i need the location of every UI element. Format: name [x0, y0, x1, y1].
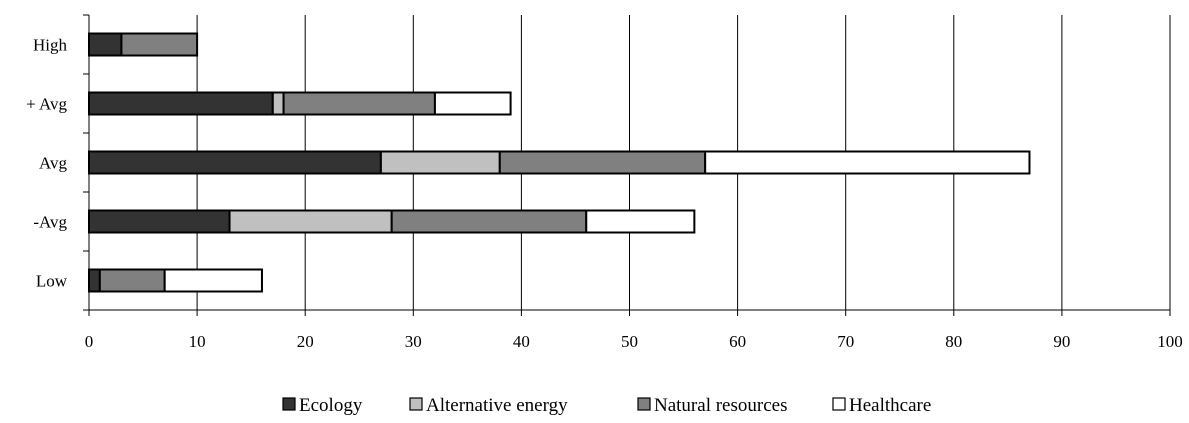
- y-category-label-4: Low: [36, 272, 68, 291]
- legend-swatch-healthcare: [832, 397, 846, 411]
- legend-swatch-alternative-energy: [409, 397, 423, 411]
- x-tick-label-40: 40: [513, 332, 530, 351]
- legend-label-alternative-energy: Alternative energy: [426, 395, 568, 416]
- bar-segment-ecology-1: [88, 91, 274, 116]
- legend-swatch-natural-resources: [637, 397, 651, 411]
- bar-segment-natural-resources-0: [120, 32, 199, 57]
- bar-segment-alternative-energy-3: [228, 209, 393, 234]
- y-category-label-0: High: [33, 36, 68, 55]
- legend: Ecology Alternative energy Natural resourc…: [282, 395, 931, 416]
- bar-segment-alternative-energy-1: [271, 91, 285, 116]
- x-tick-label-90: 90: [1053, 332, 1070, 351]
- y-axis-category-labels: High + Avg Avg -Avg Low: [26, 36, 68, 291]
- bar-segment-ecology-3: [88, 209, 231, 234]
- x-tick-label-10: 10: [189, 332, 206, 351]
- y-category-label-2: Avg: [39, 154, 68, 173]
- x-tick-label-80: 80: [945, 332, 962, 351]
- legend-label-healthcare: Healthcare: [849, 395, 931, 416]
- x-tick-label-30: 30: [405, 332, 422, 351]
- legend-swatch-ecology: [282, 397, 296, 411]
- x-tick-label-100: 100: [1157, 332, 1183, 351]
- bar-segment-natural-resources-1: [282, 91, 436, 116]
- x-axis-tick-labels: 0 10 20 30 40 50 60 70 80 90 100: [85, 332, 1183, 351]
- x-tick-label-50: 50: [621, 332, 638, 351]
- x-tick-label-70: 70: [837, 332, 854, 351]
- legend-label-ecology: Ecology: [299, 395, 363, 416]
- legend-label-natural-resources: Natural resources: [654, 395, 787, 416]
- bar-segment-natural-resources-2: [498, 150, 707, 175]
- bars: [88, 32, 1031, 293]
- axes: [83, 14, 1171, 316]
- bar-segment-healthcare-3: [585, 209, 696, 234]
- x-tick-label-0: 0: [85, 332, 94, 351]
- bar-segment-ecology-0: [88, 32, 123, 57]
- bar-segment-natural-resources-3: [390, 209, 588, 234]
- bar-segment-healthcare-2: [704, 150, 1031, 175]
- y-category-label-1: + Avg: [26, 95, 67, 114]
- bar-segment-healthcare-1: [433, 91, 512, 116]
- bar-segment-ecology-4: [88, 268, 101, 293]
- y-category-label-3: -Avg: [33, 213, 67, 232]
- x-tick-label-60: 60: [729, 332, 746, 351]
- bar-segment-alternative-energy-2: [379, 150, 501, 175]
- bar-segment-ecology-2: [88, 150, 382, 175]
- bar-segment-natural-resources-4: [98, 268, 166, 293]
- x-tick-label-20: 20: [297, 332, 314, 351]
- bar-segment-healthcare-4: [163, 268, 263, 293]
